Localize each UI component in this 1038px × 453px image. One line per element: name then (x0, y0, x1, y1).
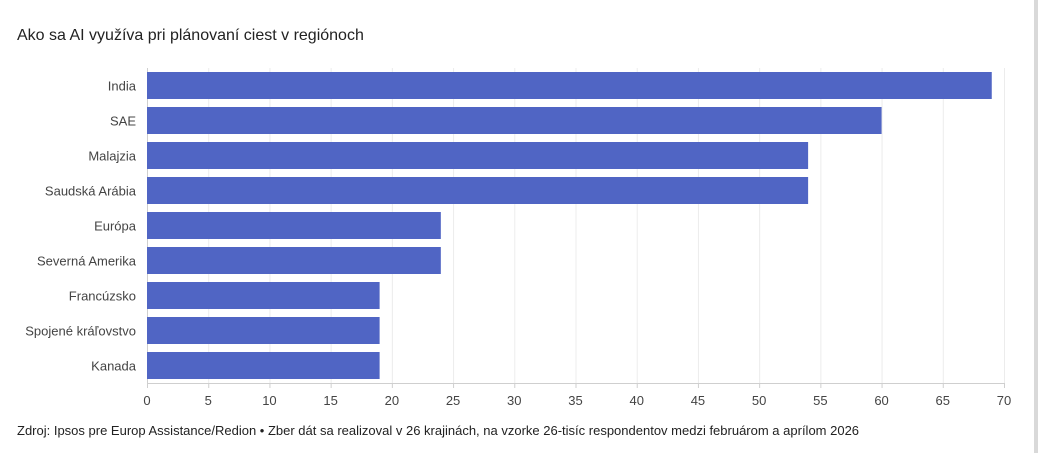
category-label: India (108, 79, 137, 94)
x-tick-label: 55 (813, 393, 827, 408)
bar[interactable] (147, 247, 441, 274)
bar[interactable] (147, 317, 380, 344)
x-tick-label: 35 (568, 393, 582, 408)
category-label: SAE (110, 114, 136, 129)
x-tick-label: 40 (629, 393, 643, 408)
window-edge (1034, 0, 1038, 453)
source-note: Zdroj: Ipsos pre Europ Assistance/Redion… (17, 423, 860, 438)
x-tick-labels: 0 5 10 15 20 25 30 35 40 45 50 55 60 65 70 (143, 383, 1011, 408)
x-tick-label: 5 (205, 393, 212, 408)
bar-chart: India SAE Malajzia Saudská Arábia Európa Seve… (25, 68, 1011, 408)
bar[interactable] (147, 177, 809, 204)
bars (147, 72, 992, 379)
chart-title: Ako sa AI využíva pri plánovaní ciest v … (17, 27, 364, 44)
category-label: Európa (94, 219, 137, 234)
x-tick-label: 30 (507, 393, 521, 408)
x-tick-label: 20 (385, 393, 399, 408)
x-tick-label: 10 (262, 393, 276, 408)
bar[interactable] (147, 212, 441, 239)
x-tick-label: 70 (997, 393, 1011, 408)
bar[interactable] (147, 282, 380, 309)
bar[interactable] (147, 107, 882, 134)
x-tick-label: 15 (323, 393, 337, 408)
x-tick-label: 65 (936, 393, 950, 408)
category-label: Kanada (91, 359, 137, 374)
category-label: Saudská Arábia (45, 184, 137, 199)
bar[interactable] (147, 352, 380, 379)
category-label: Spojené kráľovstvo (25, 324, 136, 339)
category-labels: India SAE Malajzia Saudská Arábia Európa Seve… (25, 79, 137, 374)
x-tick-label: 50 (752, 393, 766, 408)
category-label: Francúzsko (69, 289, 136, 304)
x-tick-label: 45 (691, 393, 705, 408)
x-tick-label: 25 (446, 393, 460, 408)
x-tick-label: 60 (874, 393, 888, 408)
category-label: Malajzia (88, 149, 136, 164)
bar[interactable] (147, 142, 809, 169)
x-tick-label: 0 (143, 393, 150, 408)
bar[interactable] (147, 72, 992, 99)
category-label: Severná Amerika (37, 254, 137, 269)
